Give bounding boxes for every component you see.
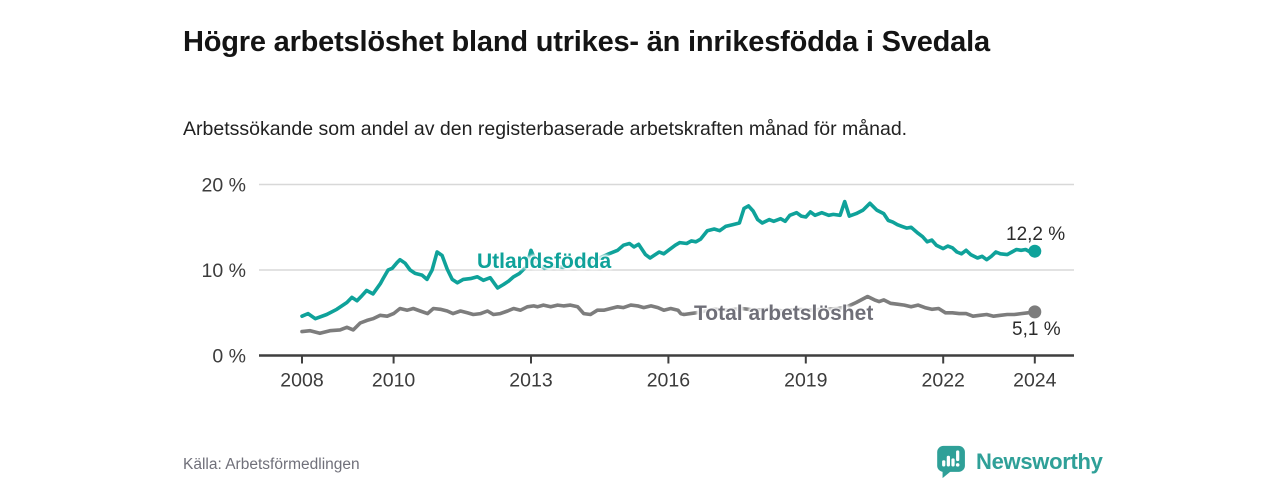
source-note: Källa: Arbetsförmedlingen xyxy=(183,456,360,473)
x-tick-label: 2010 xyxy=(372,370,416,392)
y-tick-label: 0 % xyxy=(212,346,246,368)
line-utlandsf-dda xyxy=(300,199,1037,321)
y-tick-label: 20 % xyxy=(202,175,246,197)
x-tick-label: 2016 xyxy=(647,370,690,392)
line-total-arbetsl-shet xyxy=(300,294,1037,336)
series-label-total-arbetsloshet: Total arbetslöshet xyxy=(694,302,874,325)
x-tick-label: 2008 xyxy=(280,370,323,392)
y-tick-label: 10 % xyxy=(202,260,246,282)
x-tick-label: 2022 xyxy=(922,370,965,392)
end-value-total-arbetsloshet: 5,1 % xyxy=(1012,319,1061,340)
chart-subtitle: Arbetssökande som andel av den registerb… xyxy=(183,117,908,140)
end-dot-total-arbetsl-shet xyxy=(1028,305,1042,319)
chart-title: Högre arbetslöshet bland utrikes- än inr… xyxy=(183,26,990,59)
end-dot-utlandsf-dda xyxy=(1028,244,1042,258)
x-tick-label: 2024 xyxy=(1013,370,1057,392)
x-tick-label: 2013 xyxy=(509,370,552,392)
bar-chart-speech-bubble-icon xyxy=(937,445,965,479)
end-value-utlandsfodda: 12,2 % xyxy=(1006,224,1066,245)
brand-name: Newsworthy xyxy=(976,449,1103,474)
x-tick-label: 2019 xyxy=(784,370,827,392)
newsworthy-brand[interactable]: Newsworthy xyxy=(936,445,1103,479)
series-label-utlandsfodda: Utlandsfödda xyxy=(477,250,612,273)
